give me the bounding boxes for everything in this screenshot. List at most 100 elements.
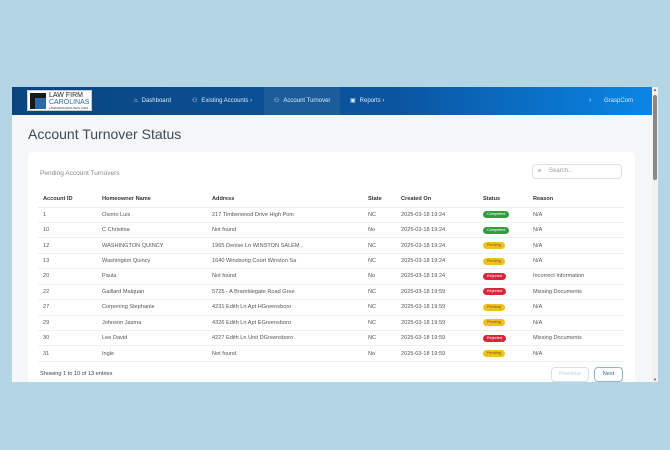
table-cell: 2025-03-18 19:59 [396,345,478,362]
table-cell: Washington Quincy [97,253,207,270]
table-row: 27 Corpening Stephanie 4231 Edith Ln Apt H… [38,299,624,316]
table-cell: Missing Documents [528,330,624,347]
table-row: 20 Paula Not found No 2025-03-18 19:24 Reject… [38,268,624,285]
scroll-up-icon[interactable]: ▲ [653,87,657,92]
table-cell: Incorrect Information [528,268,624,285]
table-cell: N/A [528,253,624,270]
table-cell: NC [363,299,396,316]
table-cell: 2025-03-18 19:24 [396,222,478,239]
nav-label: Reports › [359,98,385,104]
table-cell: N/A [528,315,624,332]
table-cell: No [363,268,396,285]
next-button[interactable]: Next [594,367,623,382]
table-cell: Rejected [478,268,528,285]
logo-text: LAW FIRM [49,92,83,99]
table-cell: Pending [478,237,528,254]
card-subtitle: Pending Account Turnovers [40,170,120,177]
table-row: 10 C Christina Not found No 2025-03-18 19:24… [38,222,624,239]
table-cell: N/A [528,345,624,362]
column-header[interactable]: Account ID [38,192,97,208]
nav-dashboard[interactable]: ⌂ Dashboard [124,87,181,115]
table-cell: Rejected [478,330,528,347]
table-cell: 4227 Edith Ln Unit DGreensboro [207,330,363,347]
table-cell: 2025-03-18 19:24 [396,207,478,223]
previous-button[interactable]: Previous [551,367,589,382]
table-cell: Pending [478,299,528,316]
table-row: 13 Washington Quincy 1640 Windsong Court W… [38,253,624,270]
status-badge: Rejected [483,272,506,280]
table-row: 30 Lee David 4227 Edith Ln Unit DGreensbor… [38,330,624,347]
page-title: Account Turnover Status [28,126,182,142]
user-menu[interactable]: GraspCom [604,98,634,104]
table-cell: 29 [38,315,97,332]
nav-label: Dashboard [141,98,171,104]
table-cell: Completed [478,222,528,239]
app-window: LAW FIRM CAROLINAS LAWFIRMCAROLINAS.COM … [12,87,658,382]
search-icon: ⌕ [538,168,542,174]
scrollbar-thumb[interactable] [653,95,657,180]
table-cell: 31 [38,345,97,362]
status-badge: Pending [483,319,505,327]
table-cell: 12 [38,237,97,254]
nav-account-turnover[interactable]: ⚇ Account Turnover [264,87,341,115]
status-badge: Completed [483,211,510,219]
table-cell: Not found [207,222,363,239]
table-cell: 2025-03-18 19:24 [396,253,478,270]
nav-label: Account Turnover [283,98,331,104]
logo[interactable]: LAW FIRM CAROLINAS LAWFIRMCAROLINAS.COM [27,90,92,111]
logo-mark [30,93,46,109]
nav-reports[interactable]: ▣ Reports › [340,87,394,115]
table-cell: 5725 - A Bramblegate Road Gree [207,284,363,301]
table-cell: 2025-03-18 19:59 [396,330,478,347]
table-cell: NC [363,284,396,301]
table-cell: N/A [528,237,624,254]
table-cell: Johnson Jasma [97,315,207,332]
search-placeholder: Search... [549,168,574,174]
table-cell: N/A [528,222,624,239]
table-cell: NC [363,237,396,254]
table-cell: Pending [478,345,528,362]
column-header[interactable]: Homeowner Name [97,192,207,208]
column-header[interactable]: Address [207,192,363,208]
table-cell: 1640 Windsong Court Winston Sa [207,253,363,270]
table-cell: 2025-03-18 19:24 [396,268,478,285]
table-cell: Gaillard Malquan [97,284,207,301]
column-header[interactable]: Reason [528,192,624,208]
book-icon: ▣ [350,98,356,104]
table-cell: 1 [38,207,97,223]
table-row: 29 Johnson Jasma 4326 Edith Ln Apt EGreens… [38,315,624,332]
table-cell: 2025-03-18 19:59 [396,284,478,301]
status-badge: Pending [483,350,505,358]
nav-existing-accounts[interactable]: ⚇ Existing Accounts › [182,87,262,115]
table-cell: WASHINGTON QUINCY [97,237,207,254]
scroll-down-icon[interactable]: ▼ [653,377,657,382]
logo-text: LAWFIRMCAROLINAS.COM [49,106,88,110]
column-header[interactable]: State [363,192,396,208]
status-badge: Completed [483,226,510,234]
table-cell: Ingle [97,345,207,362]
nav-label: Existing Accounts › [201,98,253,104]
table-cell: 4326 Edith Ln Apt EGreensboro [207,315,363,332]
scrollbar[interactable]: ▲ ▼ [652,87,658,382]
table-cell: Rejected [478,284,528,301]
column-header[interactable]: Status [478,192,528,208]
table-cell: C Christina [97,222,207,239]
table-cell: 22 [38,284,97,301]
table-cell: Completed [478,207,528,223]
top-navbar: LAW FIRM CAROLINAS LAWFIRMCAROLINAS.COM … [12,87,652,115]
status-badge: Pending [483,242,505,250]
table-cell: Missing Documents [528,284,624,301]
table-cell: NC [363,330,396,347]
table-cell: 2025-03-18 19:59 [396,315,478,332]
entries-info: Showing 1 to 10 of 13 entries [40,371,113,377]
status-badge: Rejected [483,334,506,342]
search-input[interactable]: ⌕ Search... [532,164,622,179]
lightbulb-icon[interactable]: ♀ [588,98,593,104]
table-cell: 2025-03-18 19:24 [396,237,478,254]
table-row: 12 WASHINGTON QUINCY 1965 Denise Ln WINSTO… [38,237,624,254]
table-cell: Pending [478,315,528,332]
user-icon: ⚇ [274,98,280,104]
house-icon: ⌂ [134,98,138,104]
table-cell: Osorio Luis [97,207,207,223]
column-header[interactable]: Created On [396,192,478,208]
